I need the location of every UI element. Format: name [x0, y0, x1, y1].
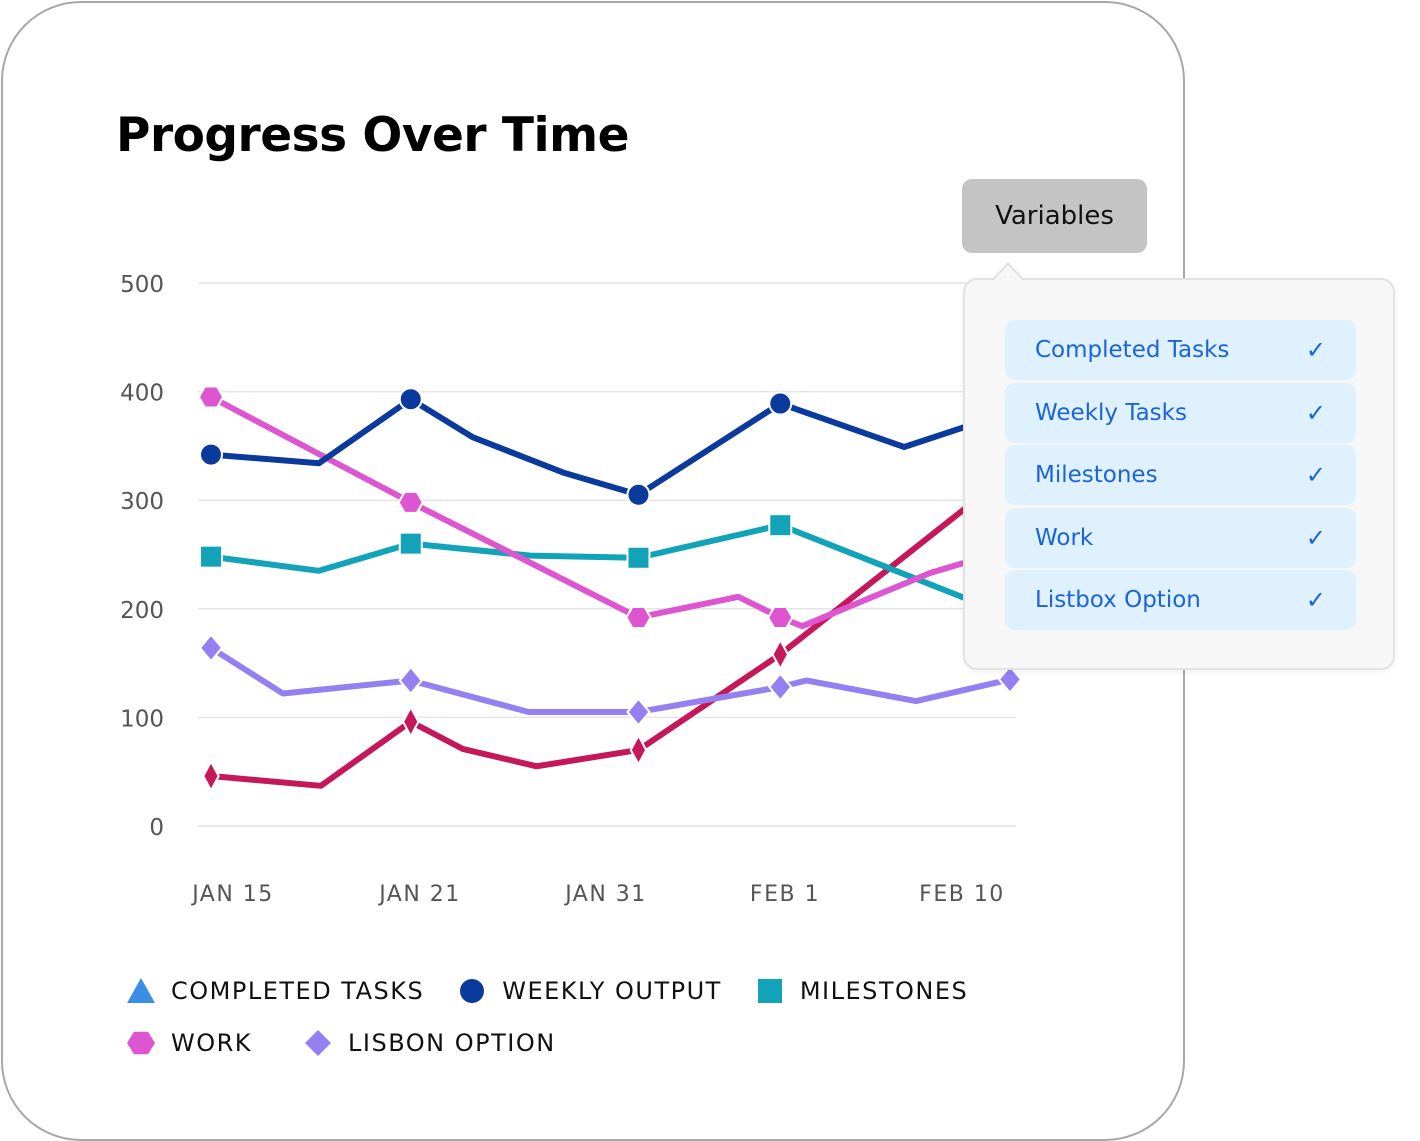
hexagon-icon [127, 1031, 155, 1055]
marker-hexagon [197, 385, 225, 409]
option-label: Work [1035, 524, 1094, 551]
legend-label: WEEKLY OUTPUT [502, 977, 722, 1005]
marker-square [199, 544, 223, 569]
chart-legend: COMPLETED TASKS WEEKLY OUTPUT MILESTONES W… [125, 965, 1025, 1069]
legend-item: WEEKLY OUTPUT [456, 975, 722, 1007]
marker-diamond [997, 664, 1023, 695]
legend-label: LISBON OPTION [348, 1029, 556, 1057]
y-tick-label: 200 [120, 598, 164, 624]
y-tick-label: 100 [120, 706, 164, 732]
marker-circle [398, 387, 423, 412]
legend-label: COMPLETED TASKS [171, 977, 425, 1005]
marker-circle [626, 482, 651, 507]
option-label: Weekly Tasks [1035, 399, 1187, 426]
marker-diamond [398, 665, 424, 696]
legend-item: WORK [125, 1027, 252, 1059]
legend-label: WORK [171, 1029, 253, 1057]
marker-diamond [771, 638, 790, 671]
legend-item: COMPLETED TASKS [125, 975, 424, 1007]
variables-button[interactable]: Variables [962, 179, 1147, 253]
diamond-icon [305, 1030, 332, 1056]
x-tick-label: JAN 31 [563, 882, 647, 907]
option-label: Listbox Option [1035, 587, 1201, 613]
variables-listbox: Completed Tasks ✓ Weekly Tasks ✓ Milestones ✓… [963, 278, 1395, 670]
triangle-icon [127, 978, 155, 1003]
marker-diamond [629, 733, 648, 767]
marker-circle [768, 391, 793, 416]
marker-square [768, 513, 793, 538]
marker-hexagon [625, 606, 652, 629]
listbox-option[interactable]: Work ✓ [1005, 507, 1356, 568]
y-tick-label: 500 [120, 272, 164, 298]
series-line [208, 396, 974, 498]
check-icon: ✓ [1305, 336, 1326, 364]
series-line [208, 522, 974, 604]
circle-icon [460, 979, 485, 1003]
y-tick-label: 0 [149, 815, 164, 841]
marker-circle [199, 442, 223, 467]
square-icon [757, 979, 782, 1003]
check-icon: ✓ [1305, 398, 1326, 427]
marker-diamond [626, 697, 651, 727]
check-icon: ✓ [1305, 586, 1326, 614]
marker-diamond [401, 705, 420, 739]
listbox-option[interactable]: Completed Tasks ✓ [1005, 320, 1356, 380]
series-line [208, 394, 978, 630]
x-tick-label: FEB 10 [919, 882, 1005, 907]
listbox-option[interactable]: Milestones ✓ [1005, 445, 1356, 505]
marker-diamond [767, 672, 793, 702]
legend-item: MILESTONES [754, 975, 968, 1007]
legend-label: MILESTONES [799, 977, 969, 1005]
listbox-option[interactable]: Weekly Tasks ✓ [1005, 382, 1356, 443]
marker-diamond [202, 759, 220, 793]
y-tick-label: 300 [120, 489, 164, 515]
series-line [208, 644, 1013, 715]
y-tick-label: 400 [120, 381, 164, 407]
marker-hexagon [397, 490, 425, 514]
option-label: Completed Tasks [1035, 337, 1230, 363]
popup-arrow-fill [994, 265, 1022, 280]
listbox-option[interactable]: Listbox Option ✓ [1005, 570, 1356, 630]
check-icon: ✓ [1305, 461, 1326, 489]
legend-item: LISBON OPTION [302, 1027, 556, 1059]
check-icon: ✓ [1305, 523, 1326, 552]
x-tick-label: JAN 21 [377, 882, 461, 907]
option-label: Milestones [1035, 462, 1158, 488]
marker-square [626, 545, 651, 570]
marker-hexagon [767, 606, 794, 629]
marker-diamond [198, 633, 224, 663]
marker-square [398, 531, 423, 556]
x-tick-label: FEB 1 [750, 882, 820, 907]
series-line [208, 501, 974, 789]
page-title: Progress Over Time [116, 108, 629, 163]
x-tick-label: JAN 15 [190, 882, 274, 907]
